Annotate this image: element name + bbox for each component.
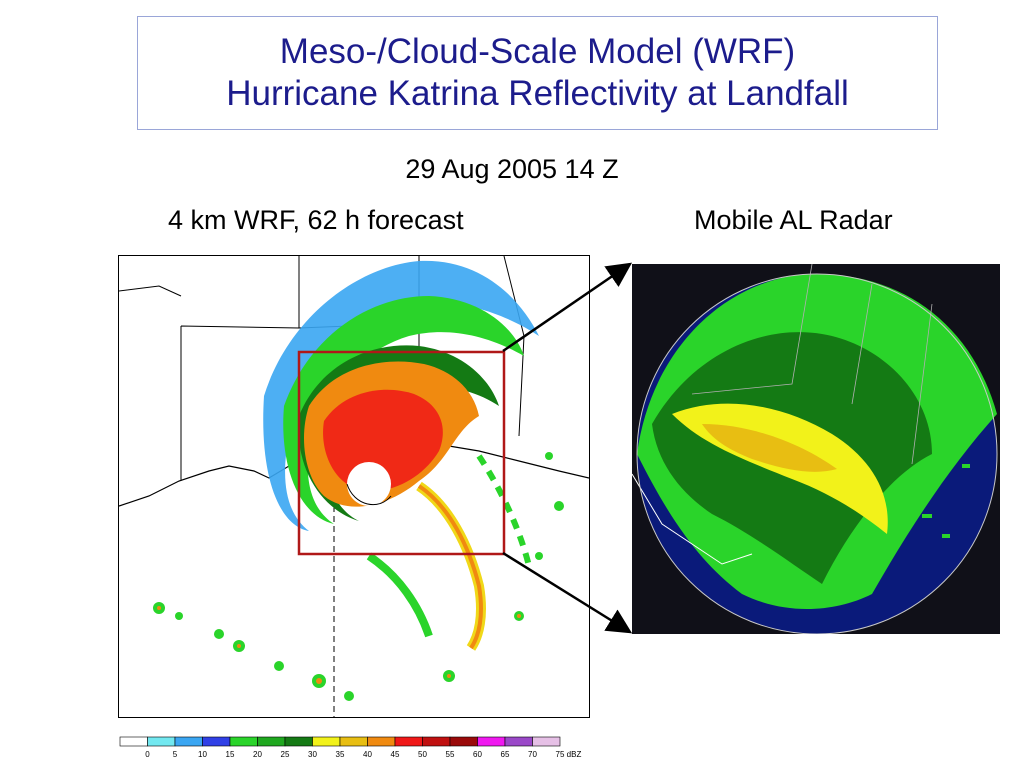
title-line-2: Hurricane Katrina Reflectivity at Landfa… [226, 74, 849, 113]
colorbar-tick-label: 35 [336, 750, 345, 759]
colorbar-tick-label: 40 [363, 750, 372, 759]
colorbar-unit-label: dBZ [567, 750, 582, 759]
title-line-1: Meso-/Cloud-Scale Model (WRF) [279, 32, 796, 71]
colorbar-swatch [174, 736, 203, 747]
colorbar-tick-label: 20 [253, 750, 262, 759]
colorbar-swatch [119, 736, 148, 747]
colorbar-swatch [449, 736, 478, 747]
date-time-subtitle: 29 Aug 2005 14 Z [405, 154, 619, 184]
colorbar-tick-label: 50 [418, 750, 427, 759]
colorbar-tick-label: 5 [173, 750, 178, 759]
colorbar-swatch [147, 736, 176, 747]
colorbar-swatch [504, 736, 533, 747]
colorbar-swatch [339, 736, 368, 747]
colorbar-swatch [477, 736, 506, 747]
colorbar-tick-label: 75 [556, 750, 565, 759]
colorbar-swatch [422, 736, 451, 747]
reflectivity-colorbar: 0 5 10 15 20 25 30 35 40 45 50 55 60 65 70 75 dBZ [118, 736, 588, 762]
colorbar-tick-label: 65 [501, 750, 510, 759]
title-box: Meso-/Cloud-Scale Model (WRF) Hurricane … [137, 16, 938, 130]
mobile-radar-image [632, 264, 1000, 634]
radar-graphic [632, 264, 1000, 634]
colorbar-tick-label: 55 [446, 750, 455, 759]
colorbar-swatch [229, 736, 258, 747]
colorbar-tick-label: 30 [308, 750, 317, 759]
radar-panel-label: Mobile AL Radar [694, 205, 893, 235]
wrf-panel-label: 4 km WRF, 62 h forecast [168, 205, 464, 235]
colorbar-swatch [202, 736, 231, 747]
colorbar-tick-label: 15 [226, 750, 235, 759]
colorbar-swatch [312, 736, 341, 747]
colorbar-swatch [367, 736, 396, 747]
colorbar-tick-label: 70 [528, 750, 537, 759]
colorbar-tick-label: 45 [391, 750, 400, 759]
colorbar-swatch [394, 736, 423, 747]
colorbar-graphic: 0 5 10 15 20 25 30 35 40 45 50 55 60 65 70 75 dBZ [119, 736, 582, 759]
colorbar-swatch [257, 736, 286, 747]
colorbar-swatch [284, 736, 313, 747]
wrf-reflectivity-map [118, 255, 590, 718]
colorbar-tick-label: 25 [281, 750, 290, 759]
colorbar-tick-label: 0 [145, 750, 150, 759]
zoom-region-box [297, 350, 506, 556]
colorbar-tick-label: 10 [198, 750, 207, 759]
colorbar-swatch [532, 736, 561, 747]
wrf-map-graphic [119, 256, 589, 717]
colorbar-tick-label: 60 [473, 750, 482, 759]
